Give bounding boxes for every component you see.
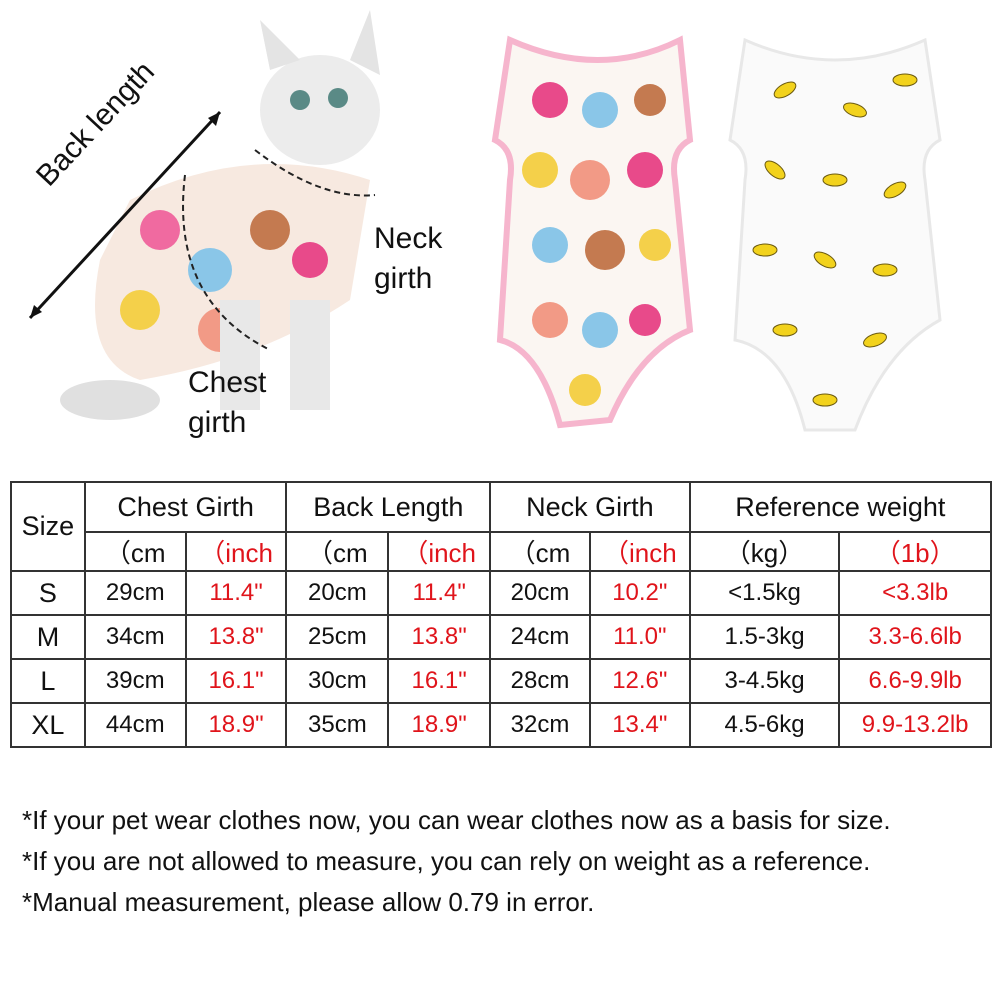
table-cell: 24cm: [489, 614, 591, 660]
table-cell: 3-4.5kg: [688, 658, 841, 704]
table-cell: 10.2": [588, 570, 691, 616]
table-cell: 16.1": [387, 658, 492, 704]
table-cell: 13.8": [184, 614, 288, 660]
table-row: L 39cm 16.1" 30cm 16.1" 28cm 12.6" 3-4.5kg 6.6-9…: [10, 658, 992, 704]
header-back-length: Back Length: [285, 481, 492, 533]
size-cell: XL: [10, 702, 86, 748]
cat-photo: [28, 10, 380, 420]
unit-cm: （cm: [489, 531, 591, 572]
table-cell: 3.3-6.6lb: [838, 614, 992, 660]
note-1: *If your pet wear clothes now, you can w…: [22, 805, 891, 835]
chest-girth-label-line1: Chest: [188, 366, 267, 399]
size-cell: M: [10, 614, 86, 660]
table-cell: 30cm: [285, 658, 390, 704]
banana-shirt-photo: [728, 37, 942, 432]
table-cell: 1.5-3kg: [688, 614, 841, 660]
table-cell: <1.5kg: [688, 570, 841, 616]
unit-inch: （inch: [588, 531, 691, 572]
header-reference-weight: Reference weight: [688, 481, 993, 533]
table-cell: 32cm: [489, 702, 591, 748]
table-cell: 11.0": [588, 614, 691, 660]
unit-cm: （cm: [83, 531, 187, 572]
table-cell: 44cm: [83, 702, 187, 748]
chest-girth-label-line2: girth: [188, 406, 247, 439]
table-header-row: Size Chest Girth Back Length Neck Girth …: [10, 481, 993, 572]
table-cell: 20cm: [489, 570, 591, 616]
neck-girth-label-line1: Neck: [374, 222, 443, 255]
table-cell: 12.6": [588, 658, 691, 704]
table-cell: 13.8": [387, 614, 492, 660]
table-cell: 13.4": [588, 702, 691, 748]
table-cell: 9.9-13.2lb: [838, 702, 992, 748]
table-cell: 11.4": [387, 570, 492, 616]
table-cell: 29cm: [83, 570, 187, 616]
unit-inch: （inch: [387, 531, 492, 572]
unit-kg: （kg）: [688, 531, 841, 572]
size-header: Size: [10, 481, 86, 572]
size-cell: L: [10, 658, 86, 704]
header-chest-girth: Chest Girth: [83, 481, 288, 533]
table-cell: 4.5-6kg: [688, 702, 841, 748]
table-cell: 28cm: [489, 658, 591, 704]
table-row: XL 44cm 18.9" 35cm 18.9" 32cm 13.4" 4.5-6kg 9.9-…: [10, 702, 992, 748]
donut-shirt-photo: [491, 35, 694, 429]
neck-girth-label-line2: girth: [374, 262, 433, 295]
note-2: *If you are not allowed to measure, you …: [22, 846, 871, 876]
unit-inch: （inch: [184, 531, 288, 572]
size-chart-table: Size Chest Girth Back Length Neck Girth …: [10, 481, 993, 748]
notes: *If your pet wear clothes now, you can w…: [22, 800, 891, 923]
table-cell: 6.6-9.9lb: [838, 658, 992, 704]
table-cell: 18.9": [184, 702, 288, 748]
table-cell: 18.9": [387, 702, 492, 748]
table-cell: 39cm: [83, 658, 187, 704]
unit-lb: （1b）: [838, 531, 992, 572]
unit-cm: （cm: [285, 531, 390, 572]
table-cell: 11.4": [184, 570, 288, 616]
header-neck-girth: Neck Girth: [489, 481, 691, 533]
table-cell: 16.1": [184, 658, 288, 704]
back-length-arrow: [28, 110, 222, 320]
table-cell: 20cm: [285, 570, 390, 616]
table-row: M 34cm 13.8" 25cm 13.8" 24cm 11.0" 1.5-3kg 3.3-6…: [10, 614, 992, 660]
table-units-row: （cm （inch （cm （inch （cm （inch （kg） （1b）: [11, 531, 992, 572]
table-row: S 29cm 11.4" 20cm 11.4" 20cm 10.2" <1.5kg <3.3lb: [10, 570, 992, 616]
table-cell: 35cm: [285, 702, 390, 748]
table-cell: <3.3lb: [838, 570, 992, 616]
size-cell: S: [10, 570, 86, 616]
note-3: *Manual measurement, please allow 0.79 i…: [22, 887, 595, 917]
table-cell: 34cm: [83, 614, 187, 660]
table-cell: 25cm: [285, 614, 390, 660]
